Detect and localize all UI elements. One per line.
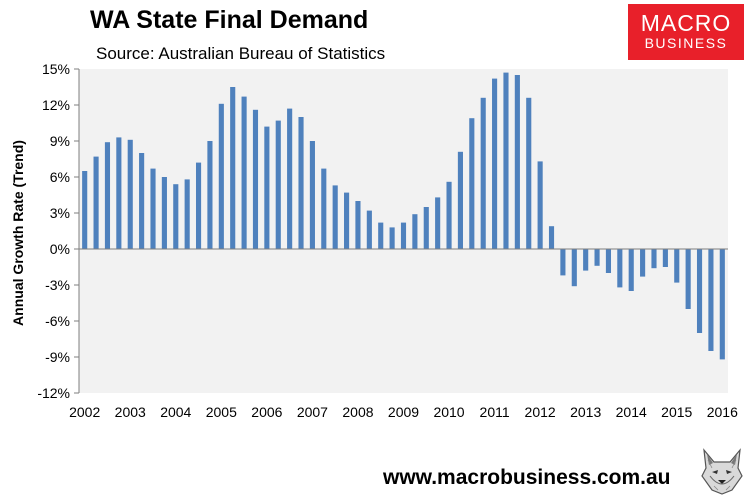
bar	[560, 249, 566, 276]
bar	[571, 249, 577, 287]
bar	[594, 249, 600, 266]
macrobusiness-logo: MACRO BUSINESS	[628, 4, 744, 60]
bar	[503, 72, 509, 249]
bar	[127, 139, 133, 249]
bar	[526, 97, 532, 249]
x-axis-ticks: 2002 2003 2004 2005 2006 2007 2008 2009 2010 2011…	[69, 404, 738, 420]
logo-line-1: MACRO	[640, 10, 732, 36]
x-tick-label: 2009	[388, 404, 419, 420]
x-tick-label: 2016	[707, 404, 738, 420]
bar	[696, 249, 703, 333]
bar	[719, 249, 725, 360]
bar	[685, 249, 691, 309]
bar	[264, 126, 270, 249]
y-axis-ticks: 15% 12% 9% 6% 3% 0% -3% -6% -9% -12%	[37, 61, 79, 401]
y-tick-label: -3%	[45, 277, 70, 293]
bar	[173, 184, 179, 249]
x-tick-label: 2013	[570, 404, 601, 420]
bar	[321, 168, 327, 249]
website-url: www.macrobusiness.com.au	[383, 466, 671, 489]
bar	[93, 156, 99, 249]
bar	[469, 118, 475, 249]
bar	[708, 249, 714, 351]
bar	[139, 153, 145, 249]
x-tick-label: 2007	[297, 404, 328, 420]
bar	[583, 249, 589, 271]
bar	[207, 141, 213, 249]
bar	[298, 117, 304, 249]
bar	[651, 249, 657, 269]
x-tick-label: 2003	[115, 404, 146, 420]
bar	[150, 168, 156, 249]
x-tick-label: 2004	[160, 404, 191, 420]
x-tick-label: 2012	[525, 404, 556, 420]
x-tick-label: 2008	[342, 404, 373, 420]
bar	[366, 210, 372, 249]
bar	[309, 141, 315, 249]
bar	[548, 226, 555, 249]
bar	[435, 197, 441, 249]
wolf-mascot-icon	[698, 446, 746, 496]
x-tick-label: 2005	[206, 404, 237, 420]
bar	[116, 137, 122, 249]
bar	[252, 109, 259, 249]
y-tick-label: 12%	[42, 97, 70, 113]
bar	[332, 185, 338, 249]
chart-title: WA State Final Demand	[90, 6, 369, 34]
bar	[400, 222, 407, 249]
bar	[412, 214, 418, 249]
x-tick-label: 2002	[69, 404, 100, 420]
bar	[287, 108, 293, 249]
y-tick-label: 9%	[50, 133, 70, 149]
bar	[537, 161, 543, 249]
bar	[480, 97, 486, 249]
logo-line-2: BUSINESS	[644, 35, 728, 51]
x-tick-label: 2014	[616, 404, 647, 420]
bar	[628, 249, 634, 291]
bar	[378, 222, 384, 249]
bar	[423, 207, 429, 249]
y-tick-label: -9%	[45, 349, 70, 365]
bar	[674, 249, 680, 283]
bar	[161, 177, 167, 249]
x-tick-label: 2010	[433, 404, 464, 420]
bar	[355, 201, 361, 249]
bar	[617, 249, 623, 288]
bar	[218, 103, 224, 249]
y-tick-label: 0%	[50, 241, 70, 257]
bar	[241, 96, 247, 249]
bar	[514, 75, 520, 249]
bar	[457, 151, 463, 249]
y-tick-label: 3%	[50, 205, 70, 221]
bar-series	[82, 72, 725, 360]
bar	[82, 171, 88, 249]
bar	[605, 249, 612, 273]
y-axis-label-text: Annual Growth Rate (Trend)	[10, 140, 26, 326]
bar	[344, 192, 350, 249]
bar	[275, 120, 281, 249]
bar	[640, 249, 646, 277]
y-tick-label: -6%	[45, 313, 70, 329]
x-tick-label: 2006	[251, 404, 282, 420]
chart-source: Source: Australian Bureau of Statistics	[96, 44, 386, 63]
bar	[195, 162, 202, 249]
bar	[230, 87, 236, 249]
bar	[184, 179, 190, 249]
bar	[389, 227, 395, 249]
y-tick-label: 15%	[42, 61, 70, 77]
y-tick-label: 6%	[50, 169, 70, 185]
bar	[104, 142, 111, 249]
bar	[446, 181, 452, 249]
y-tick-label: -12%	[37, 385, 70, 401]
x-tick-label: 2015	[661, 404, 692, 420]
bar	[492, 78, 498, 249]
bar	[662, 249, 668, 267]
x-tick-label: 2011	[480, 404, 510, 420]
